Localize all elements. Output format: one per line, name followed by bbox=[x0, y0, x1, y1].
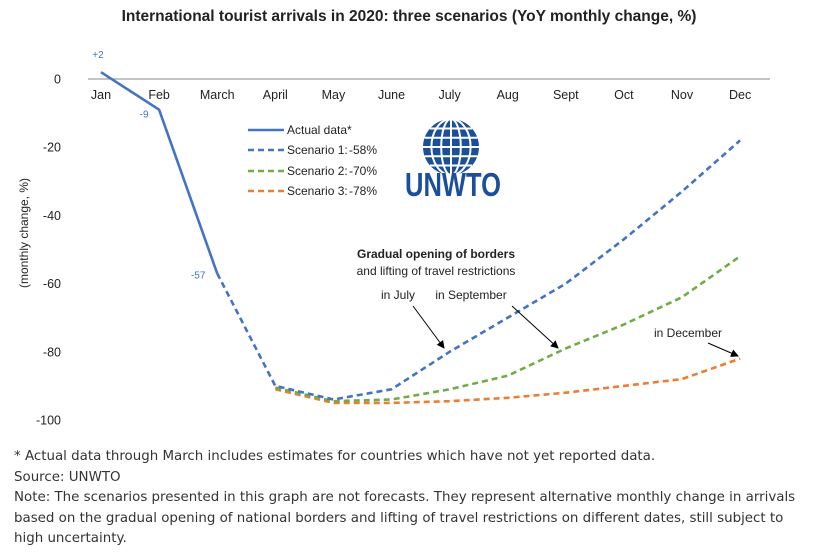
y-axis-label: (monthly change, %) bbox=[17, 178, 31, 288]
annotation-heading-line2: and lifting of travel restrictions bbox=[357, 264, 516, 278]
x-tick-label-march: March bbox=[200, 88, 235, 102]
x-tick-label-dec: Dec bbox=[729, 88, 751, 102]
arrow-december bbox=[707, 342, 739, 357]
data-label-feb: -9 bbox=[140, 110, 149, 121]
chart-title: International tourist arrivals in 2020: … bbox=[121, 8, 697, 25]
y-tick-label-minus-40: -40 bbox=[43, 209, 61, 223]
annotation-july: in July bbox=[381, 288, 415, 302]
y-tick-label-minus-20: -20 bbox=[43, 141, 61, 155]
x-tick-label-may: May bbox=[322, 88, 346, 102]
x-tick-label-july: July bbox=[438, 88, 461, 102]
x-tick-label-june: June bbox=[378, 88, 405, 102]
x-tick-label-feb: Feb bbox=[148, 88, 170, 102]
data-label-march: -57 bbox=[191, 270, 206, 281]
legend-value-scenario-3: -78% bbox=[349, 184, 377, 198]
legend-label-scenario-3: Scenario 3: bbox=[287, 184, 348, 198]
legend-value-scenario-2: -70% bbox=[349, 164, 377, 178]
footnote: * Actual data through March includes est… bbox=[14, 449, 656, 464]
x-tick-label-sept: Sept bbox=[553, 88, 579, 102]
annotation-heading-line1: Gradual opening of borders bbox=[357, 247, 515, 261]
series-line-scenario-3 bbox=[275, 357, 741, 405]
annotation-september: in September bbox=[435, 288, 506, 302]
series-line-actual bbox=[100, 71, 219, 274]
arrow-july bbox=[412, 305, 445, 349]
source-line: Source: UNWTO bbox=[14, 469, 121, 485]
logo-text: UNWTO bbox=[405, 166, 501, 203]
y-tick-label-0: 0 bbox=[54, 73, 61, 87]
chart-area: Jan Feb March April May June July Aug Sept Oct Nov… bbox=[17, 50, 770, 428]
y-tick-label-minus-80: -80 bbox=[43, 345, 61, 359]
y-tick-label-minus-100: -100 bbox=[36, 414, 61, 428]
legend-value-scenario-1: -58% bbox=[349, 143, 377, 157]
y-tick-label-minus-60: -60 bbox=[43, 277, 61, 291]
arrow-september bbox=[511, 305, 559, 349]
x-tick-label-jan: Jan bbox=[91, 88, 111, 102]
chart-notes: * Actual data through March includes est… bbox=[14, 447, 804, 550]
data-label-jan: +2 bbox=[92, 50, 104, 61]
annotation-december: in December bbox=[654, 326, 722, 340]
legend-label-actual: Actual data* bbox=[287, 123, 352, 137]
x-tick-label-nov: Nov bbox=[671, 88, 694, 102]
legend-label-scenario-1: Scenario 1: bbox=[287, 143, 348, 157]
x-tick-label-aug: Aug bbox=[497, 88, 519, 102]
x-tick-label-april: April bbox=[263, 88, 288, 102]
note-text: Note: The scenarios presented in this gr… bbox=[14, 490, 796, 546]
x-tick-label-oct: Oct bbox=[614, 88, 634, 102]
legend-label-scenario-2: Scenario 2: bbox=[287, 164, 348, 178]
unwto-logo: UNWTO bbox=[405, 118, 501, 203]
